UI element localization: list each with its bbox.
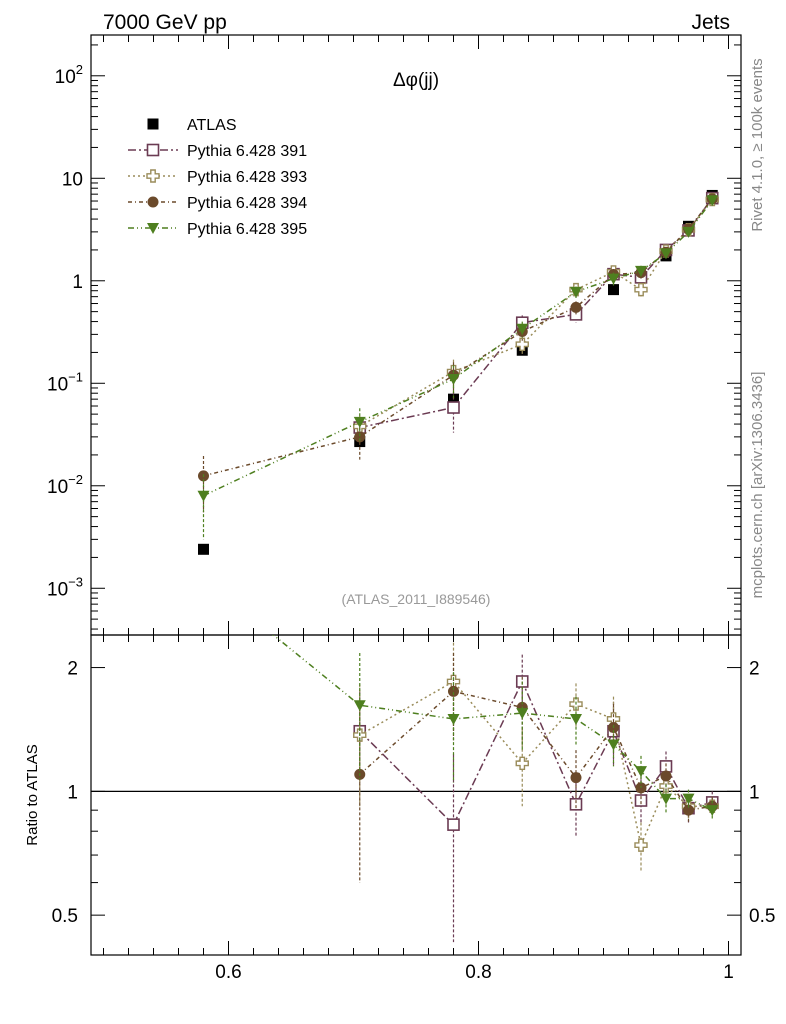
series-4-main-marker bbox=[447, 374, 460, 386]
analysis-id-label: (ATLAS_2011_I889546) bbox=[342, 591, 491, 607]
header-energy-label: 7000 GeV pp bbox=[103, 11, 227, 34]
legend-series-4-marker bbox=[147, 223, 159, 234]
series-4-ratio-marker bbox=[353, 700, 366, 712]
ratio-y-tick-label-right: 2 bbox=[749, 659, 760, 680]
tick-base: 10 bbox=[47, 579, 68, 600]
series-3-main-marker bbox=[570, 301, 582, 313]
legend-series-4-label: Pythia 6.428 395 bbox=[187, 221, 307, 238]
series-2-main-line bbox=[359, 199, 713, 427]
series-4-main-group bbox=[197, 195, 719, 540]
series-4-main-marker bbox=[353, 416, 366, 428]
series-4-ratio-marker bbox=[635, 766, 647, 778]
tick-base: 10 bbox=[47, 374, 68, 395]
series-3-main-line bbox=[203, 198, 713, 477]
ratio-y-axis-label: Ratio to ATLAS bbox=[24, 744, 41, 845]
series-3-ratio-marker bbox=[570, 772, 582, 784]
legend-atlas-marker bbox=[147, 118, 159, 130]
ratio-y-tick-label-right: 1 bbox=[749, 782, 760, 803]
series-2-ratio-group bbox=[353, 642, 719, 872]
tick-exponent: −3 bbox=[68, 574, 83, 589]
series-4-main-marker bbox=[682, 226, 695, 238]
ratio-y-tick-label: 2 bbox=[67, 659, 78, 680]
series-4-main-marker bbox=[660, 248, 672, 260]
legend: ATLAS Pythia 6.428 391 Pythia 6.428 393 Pyt… bbox=[128, 117, 307, 238]
tick-exponent: −1 bbox=[68, 369, 83, 384]
series-3-main-marker bbox=[354, 431, 366, 443]
x-tick-label: 0.8 bbox=[465, 962, 491, 983]
series-4-ratio-marker bbox=[682, 793, 695, 805]
series-2-ratio-marker bbox=[515, 756, 529, 771]
main-y-tick-label: 10−3 bbox=[47, 574, 83, 600]
series-4-ratio-marker bbox=[516, 708, 529, 720]
main-y-tick-label: 102 bbox=[55, 62, 83, 88]
series-4-main-marker bbox=[197, 490, 210, 502]
series-4-ratio-marker bbox=[660, 793, 672, 805]
legend-atlas-label: ATLAS bbox=[187, 117, 237, 134]
series-2-main-group bbox=[353, 192, 719, 440]
tick-base: 10 bbox=[55, 67, 76, 88]
series-1-ratio-marker bbox=[569, 798, 583, 811]
series-4-ratio-marker bbox=[706, 805, 719, 817]
series-4-main-line bbox=[203, 199, 713, 497]
legend-series-2-label: Pythia 6.428 393 bbox=[187, 169, 307, 186]
series-2-main-marker bbox=[634, 282, 648, 297]
main-y-tick-label: 1 bbox=[72, 272, 83, 293]
series-4-main-marker bbox=[635, 265, 647, 277]
legend-series-3-label: Pythia 6.428 394 bbox=[187, 195, 307, 212]
tick-exponent: 2 bbox=[76, 62, 83, 77]
series-4-ratio-marker bbox=[447, 713, 460, 725]
series-3-main-group bbox=[198, 193, 718, 513]
atlas-data-point bbox=[198, 543, 209, 555]
main-y-tick-label: 10−1 bbox=[47, 369, 83, 395]
ratio-y-tick-label: 0.5 bbox=[52, 906, 78, 927]
series-1-main-marker bbox=[447, 401, 460, 414]
series-4-main-marker bbox=[706, 195, 719, 207]
header-process-label: Jets bbox=[691, 11, 730, 34]
atlas-data-point bbox=[608, 284, 619, 296]
tick-base: 10 bbox=[47, 477, 68, 498]
main-y-tick-label: 10 bbox=[62, 169, 83, 190]
rivet-version-label: Rivet 4.1.0, ≥ 100k events bbox=[749, 58, 766, 231]
x-tick-label: 1 bbox=[723, 962, 734, 983]
ratio-panel-frame bbox=[90, 634, 742, 956]
series-2-ratio-line bbox=[359, 680, 713, 848]
ratio-y-tick-label-right: 0.5 bbox=[749, 906, 775, 927]
series-1-main-line bbox=[359, 197, 713, 429]
tick-exponent: −2 bbox=[68, 472, 83, 487]
series-3-ratio-marker bbox=[448, 685, 459, 697]
series-1-ratio-marker bbox=[634, 794, 648, 807]
legend-series-3-marker bbox=[147, 196, 159, 208]
x-tick-label: 0.6 bbox=[215, 962, 241, 983]
series-2-ratio-marker bbox=[634, 838, 648, 852]
series-2-main-marker bbox=[515, 337, 529, 352]
legend-series-1-label: Pythia 6.428 391 bbox=[187, 143, 307, 160]
series-4-ratio-marker bbox=[607, 739, 620, 751]
series-3-ratio-marker bbox=[683, 804, 694, 816]
legend-series-1-marker bbox=[146, 143, 160, 157]
chart-title: Δφ(jj) bbox=[393, 70, 439, 91]
series-4-ratio-marker bbox=[570, 713, 582, 725]
series-4-main-marker bbox=[570, 286, 582, 298]
series-4-ratio-group bbox=[198, 573, 719, 821]
series-4-ratio-marker bbox=[198, 573, 210, 584]
tick-base: 1 bbox=[72, 272, 83, 293]
series-4-main-marker bbox=[607, 273, 620, 285]
series-3-ratio-marker bbox=[660, 770, 672, 782]
legend-series-2-marker bbox=[146, 169, 160, 183]
tick-base: 10 bbox=[62, 169, 83, 190]
mcplots-reference-label: mcplots.cern.ch [arXiv:1306.3436] bbox=[749, 372, 766, 599]
series-1-ratio-marker bbox=[447, 818, 460, 831]
ratio-y-tick-label: 1 bbox=[67, 782, 78, 803]
main-y-tick-label: 10−2 bbox=[47, 472, 83, 498]
series-4-main-marker bbox=[516, 323, 529, 335]
series-1-main-group bbox=[353, 191, 719, 442]
